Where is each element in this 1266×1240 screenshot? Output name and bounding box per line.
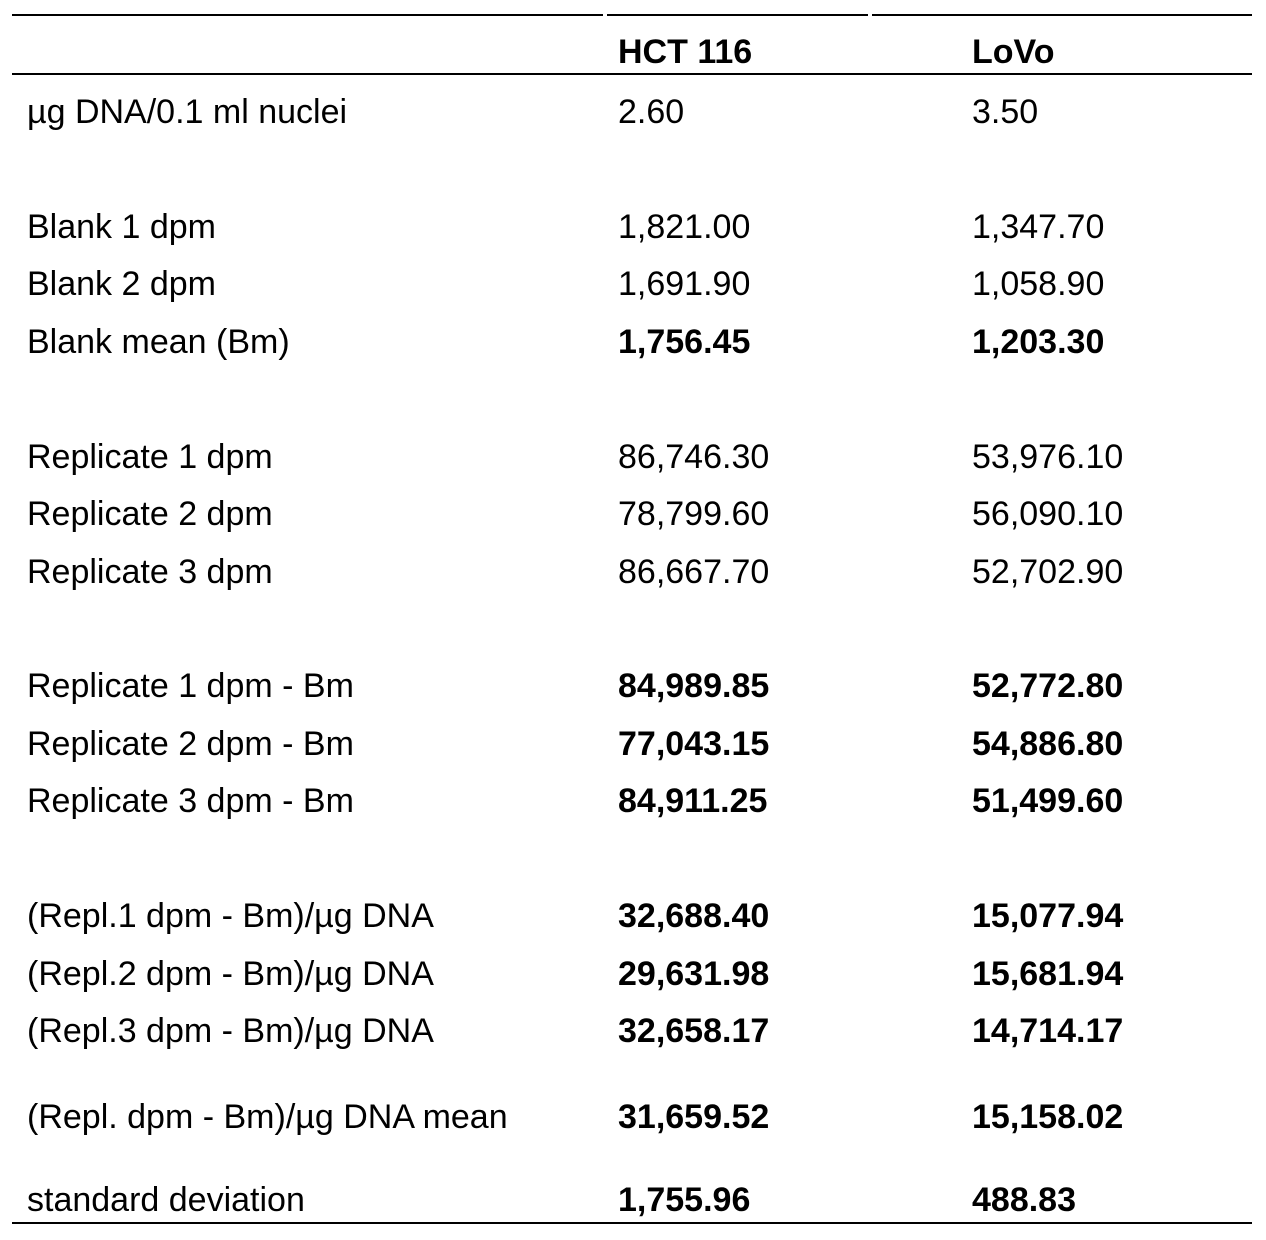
row-label: standard deviation (27, 1181, 305, 1219)
row-label: (Repl.3 dpm - Bm)/µg DNA (27, 1012, 434, 1050)
row-label: (Repl.2 dpm - Bm)/µg DNA (27, 955, 434, 993)
cell-lovo: 1,058.90 (972, 265, 1105, 303)
cell-lovo: 51,499.60 (972, 782, 1124, 820)
cell-lovo: 53,976.10 (972, 438, 1124, 476)
cell-hct116: 77,043.15 (618, 725, 770, 763)
row-label: Replicate 3 dpm - Bm (27, 782, 354, 820)
table-bottom-rule (12, 1222, 1252, 1224)
table-header-rule (12, 73, 1252, 75)
cell-hct116: 1,756.45 (618, 323, 751, 361)
cell-lovo: 15,158.02 (972, 1098, 1124, 1136)
cell-hct116: 86,667.70 (618, 553, 770, 591)
cell-lovo: 3.50 (972, 93, 1039, 131)
cell-hct116: 1,755.96 (618, 1181, 751, 1219)
cell-lovo: 52,772.80 (972, 667, 1124, 705)
cell-lovo: 1,203.30 (972, 323, 1105, 361)
cell-lovo: 52,702.90 (972, 553, 1124, 591)
row-label: Replicate 1 dpm (27, 438, 273, 476)
header-lovo: LoVo (972, 33, 1055, 71)
row-label: Replicate 2 dpm (27, 495, 273, 533)
cell-lovo: 15,077.94 (972, 897, 1124, 935)
cell-hct116: 84,911.25 (618, 782, 768, 820)
cell-hct116: 78,799.60 (618, 495, 770, 533)
row-label: Replicate 1 dpm - Bm (27, 667, 354, 705)
row-label: Blank 2 dpm (27, 265, 216, 303)
row-label: Replicate 2 dpm - Bm (27, 725, 354, 763)
header-hct116: HCT 116 (618, 33, 753, 71)
cell-hct116: 32,658.17 (618, 1012, 770, 1050)
row-label: Blank 1 dpm (27, 208, 216, 246)
cell-lovo: 14,714.17 (972, 1012, 1124, 1050)
cell-lovo: 54,886.80 (972, 725, 1124, 763)
cell-lovo: 56,090.10 (972, 495, 1124, 533)
cell-lovo: 488.83 (972, 1181, 1076, 1219)
column-gap-marker (603, 12, 607, 16)
column-gap-marker (868, 12, 872, 16)
cell-hct116: 2.60 (618, 93, 685, 131)
row-label: (Repl. dpm - Bm)/µg DNA mean (27, 1098, 508, 1136)
cell-hct116: 32,688.40 (618, 897, 770, 935)
cell-hct116: 31,659.52 (618, 1098, 770, 1136)
cell-hct116: 1,821.00 (618, 208, 751, 246)
cell-hct116: 86,746.30 (618, 438, 770, 476)
cell-lovo: 1,347.70 (972, 208, 1105, 246)
row-label: µg DNA/0.1 ml nuclei (27, 93, 348, 131)
row-label: Replicate 3 dpm (27, 553, 273, 591)
table-top-rule (12, 14, 1252, 16)
cell-hct116: 84,989.85 (618, 667, 770, 705)
cell-lovo: 15,681.94 (972, 955, 1124, 993)
cell-hct116: 1,691.90 (618, 265, 751, 303)
row-label: Blank mean (Bm) (27, 323, 290, 361)
row-label: (Repl.1 dpm - Bm)/µg DNA (27, 897, 434, 935)
cell-hct116: 29,631.98 (618, 955, 770, 993)
